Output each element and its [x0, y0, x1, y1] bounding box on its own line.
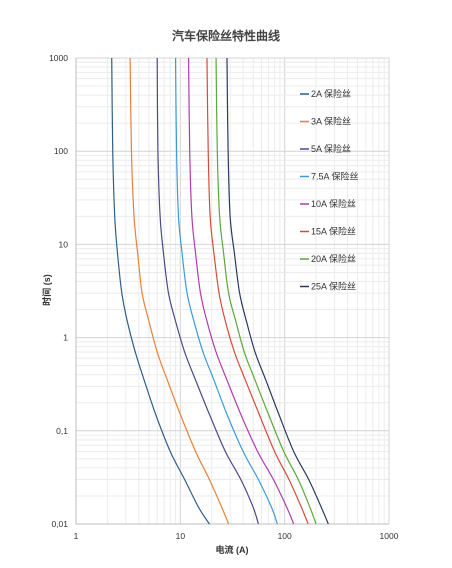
y-tick-label: 1 [63, 333, 68, 343]
legend-label: 2A 保险丝 [311, 88, 351, 99]
y-tick-label: 1000 [49, 53, 68, 63]
series-line [226, 57, 329, 525]
series-line [111, 57, 210, 525]
x-tick-label: 100 [278, 531, 292, 541]
series-line [174, 57, 278, 525]
y-tick-label: 0,01 [51, 519, 68, 529]
legend-label: 5A 保险丝 [311, 143, 351, 154]
x-tick-label: 10 [176, 531, 186, 541]
series-line [156, 57, 259, 525]
y-tick-label: 0,1 [56, 426, 68, 436]
series-line [129, 57, 230, 525]
y-tick-label: 100 [54, 146, 68, 156]
y-tick-label: 10 [59, 239, 69, 249]
chart-title: 汽车保险丝特性曲线 [172, 28, 280, 43]
legend: 2A 保险丝 3A 保险丝 5A 保险丝 7.5A 保险丝 10A 保险丝 15A 保险丝… [300, 88, 359, 292]
axes: 1 10 100 1000 0,01 0,1 1 10 100 1000 [49, 53, 399, 541]
legend-label: 15A 保险丝 [311, 226, 356, 237]
x-axis-label: 电流 (A) [216, 544, 249, 555]
legend-label: 3A 保险丝 [311, 116, 351, 127]
series-line [215, 57, 317, 525]
legend-label: 25A 保险丝 [311, 281, 356, 292]
series-line [187, 57, 295, 525]
legend-label: 7.5A 保险丝 [311, 171, 359, 182]
legend-label: 20A 保险丝 [311, 253, 356, 264]
x-tick-label: 1000 [380, 531, 399, 541]
x-tick-label: 1 [74, 531, 79, 541]
legend-label: 10A 保险丝 [311, 198, 356, 209]
series-lines [111, 57, 329, 525]
series-line [206, 57, 309, 525]
y-axis-label: 时间 (s) [41, 274, 52, 306]
